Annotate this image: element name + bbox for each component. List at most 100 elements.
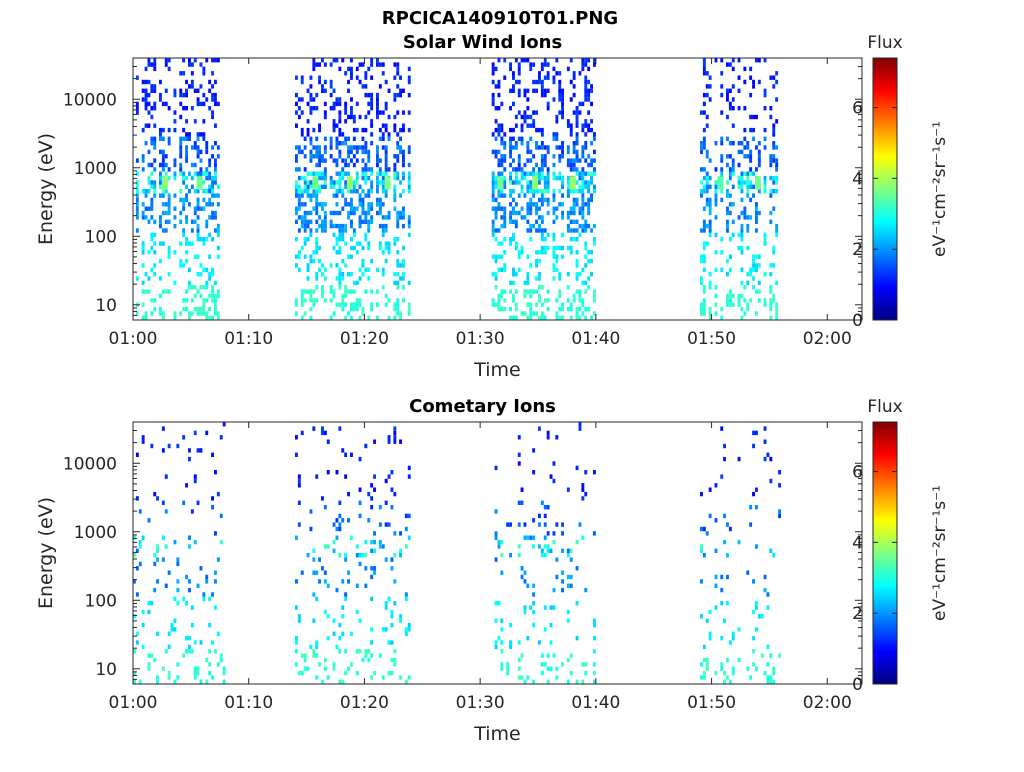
flux-cell — [526, 184, 530, 189]
flux-cell — [384, 193, 388, 198]
flux-cell — [167, 58, 171, 63]
flux-cell — [549, 548, 553, 553]
flux-cell — [138, 509, 142, 514]
flux-cell — [147, 92, 151, 98]
flux-cell — [332, 193, 336, 198]
flux-cell — [746, 223, 750, 229]
flux-cell — [549, 474, 553, 479]
flux-cell — [720, 141, 724, 146]
flux-cell — [185, 154, 188, 159]
flux-cell — [358, 197, 362, 203]
flux-cell — [587, 127, 591, 133]
flux-cell — [700, 548, 703, 553]
flux-cell — [144, 79, 148, 85]
flux-cell — [708, 175, 712, 181]
flux-cell — [543, 145, 547, 150]
flux-cell — [407, 110, 411, 115]
flux-cell — [555, 119, 559, 124]
flux-cell — [561, 175, 564, 181]
flux-cell — [147, 58, 151, 63]
flux-cell — [517, 62, 521, 67]
flux-cell — [558, 245, 562, 251]
flux-cell — [575, 601, 579, 606]
flux-cell — [584, 184, 588, 189]
flux-cell — [769, 175, 773, 181]
flux-cell — [581, 280, 585, 286]
flux-cell — [509, 219, 512, 224]
flux-cell — [569, 127, 573, 133]
flux-cell — [350, 149, 353, 155]
flux-cell — [546, 197, 550, 203]
flux-cell — [141, 622, 145, 628]
flux-cell — [769, 162, 773, 168]
flux-cell — [335, 263, 339, 268]
flux-cell — [370, 640, 374, 645]
flux-cell — [555, 58, 559, 63]
flux-cell — [737, 539, 741, 545]
flux-cell — [491, 66, 495, 72]
flux-cell — [740, 184, 744, 189]
flux-cell — [728, 141, 732, 146]
x-tick-label: 01:00 — [109, 693, 158, 713]
flux-cell — [494, 66, 498, 72]
flux-cell — [384, 167, 388, 172]
flux-cell — [402, 298, 405, 303]
flux-cell — [153, 136, 157, 141]
flux-cell — [164, 210, 168, 216]
flux-cell — [208, 106, 212, 111]
flux-cell — [757, 162, 761, 168]
flux-cell — [763, 298, 767, 303]
flux-cell — [772, 670, 776, 676]
flux-cell — [185, 158, 188, 163]
flux-cell — [731, 106, 735, 111]
flux-cell — [558, 88, 562, 93]
flux-cell — [755, 267, 758, 272]
flux-cell — [575, 141, 579, 146]
flux-cell — [743, 106, 747, 111]
flux-cell — [491, 206, 495, 211]
flux-cell — [297, 474, 301, 479]
flux-cell — [509, 149, 512, 155]
flux-cell — [509, 306, 512, 312]
flux-cell — [350, 315, 353, 320]
flux-cell — [503, 145, 507, 150]
flux-cell — [494, 531, 498, 536]
flux-cell — [173, 627, 177, 632]
flux-cell — [535, 258, 538, 264]
flux-cell — [370, 548, 374, 553]
flux-cell — [517, 250, 521, 255]
flux-cell — [393, 206, 397, 211]
panel-title: Solar Wind Ions — [403, 32, 562, 53]
flux-cell — [512, 189, 515, 194]
flux-cell — [211, 289, 214, 294]
flux-cell — [778, 509, 781, 514]
flux-cell — [523, 280, 527, 286]
flux-cell — [367, 66, 371, 72]
flux-cell — [494, 149, 498, 155]
flux-cell — [211, 315, 214, 320]
flux-cell — [578, 184, 582, 189]
flux-cell — [196, 97, 200, 102]
flux-cell — [381, 285, 385, 290]
flux-cell — [407, 184, 411, 189]
flux-cell — [370, 141, 374, 146]
flux-cell — [538, 513, 541, 519]
flux-cell — [569, 228, 573, 233]
flux-cell — [159, 92, 162, 98]
flux-cell — [167, 206, 171, 211]
flux-cell — [517, 110, 521, 115]
flux-cell — [350, 110, 353, 115]
flux-cell — [514, 202, 518, 207]
flux-cell — [185, 88, 188, 93]
flux-cell — [347, 149, 350, 155]
flux-cell — [350, 58, 353, 63]
flux-cell — [402, 206, 405, 211]
flux-cell — [208, 662, 212, 667]
flux-cell — [378, 197, 382, 203]
flux-cell — [179, 88, 183, 93]
flux-cell — [344, 158, 348, 163]
flux-cell — [315, 171, 319, 176]
flux-cell — [532, 110, 536, 115]
flux-cell — [740, 245, 744, 251]
